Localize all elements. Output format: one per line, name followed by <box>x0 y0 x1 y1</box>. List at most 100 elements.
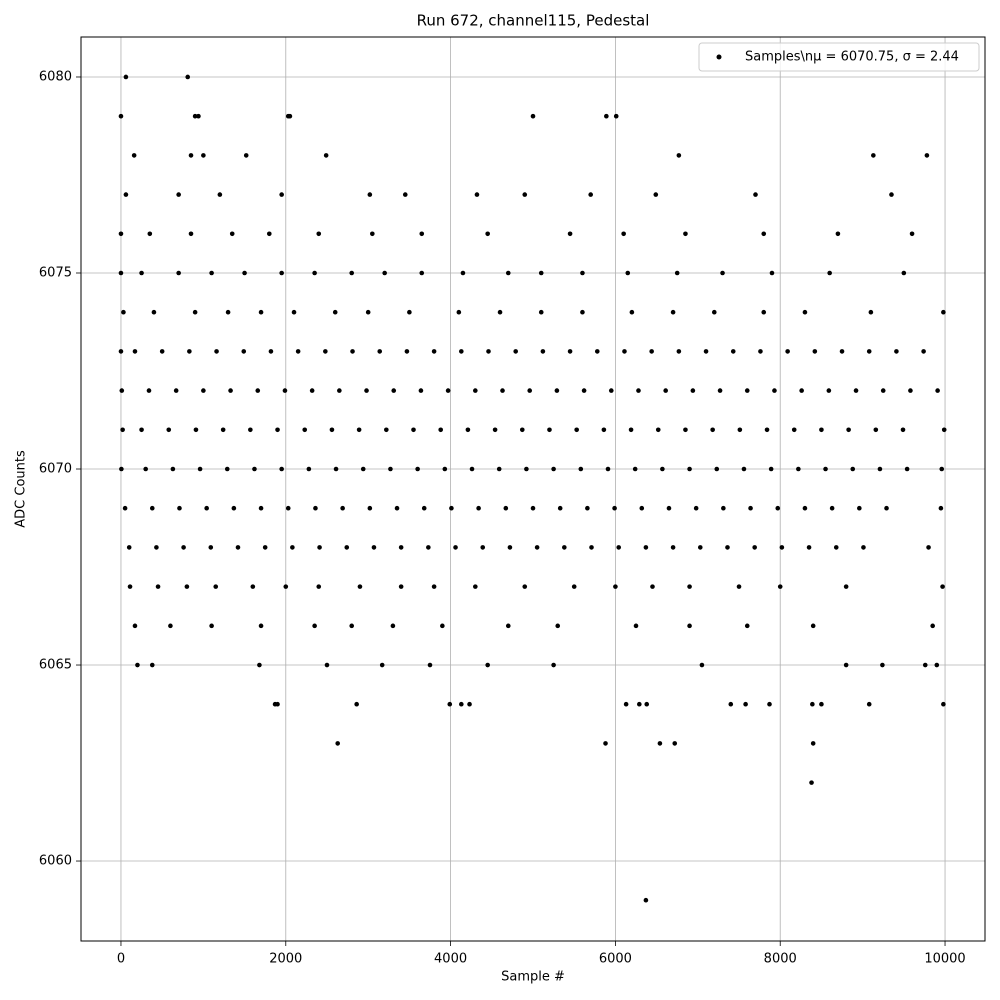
point <box>497 309 503 315</box>
point <box>176 192 181 197</box>
point <box>349 270 355 276</box>
point <box>188 153 194 158</box>
point <box>877 466 883 472</box>
point <box>730 349 736 354</box>
point <box>279 192 284 197</box>
point <box>146 388 152 393</box>
point <box>440 623 445 629</box>
point <box>275 427 280 433</box>
point <box>228 388 233 393</box>
point <box>810 623 816 629</box>
point <box>663 388 668 393</box>
point <box>628 427 634 433</box>
point <box>741 466 747 472</box>
point <box>388 466 393 472</box>
point <box>431 584 437 589</box>
point <box>139 427 144 433</box>
point <box>496 466 502 472</box>
point <box>132 623 138 629</box>
y-axis-label: ADC Counts <box>14 450 29 528</box>
point <box>480 545 486 550</box>
point <box>287 113 293 119</box>
point <box>809 780 814 785</box>
point <box>527 388 533 393</box>
point <box>752 545 757 550</box>
point <box>785 349 790 354</box>
point <box>608 388 614 393</box>
point <box>744 388 750 393</box>
point <box>170 466 176 472</box>
point <box>744 623 750 629</box>
point <box>350 349 355 354</box>
point <box>379 662 385 668</box>
point <box>465 427 471 433</box>
point <box>118 231 124 237</box>
point <box>603 741 608 746</box>
point <box>796 466 801 472</box>
point <box>131 153 137 158</box>
point <box>826 388 832 393</box>
point <box>316 584 322 589</box>
point <box>819 427 824 433</box>
point <box>737 427 743 433</box>
point <box>555 623 561 629</box>
point <box>880 388 886 393</box>
legend-label: Samples\nμ = 6070.75, σ = 2.44 <box>745 50 959 65</box>
point <box>250 584 256 589</box>
point <box>714 466 720 472</box>
point <box>213 584 219 589</box>
point <box>605 466 611 472</box>
point <box>324 662 330 668</box>
point <box>485 662 490 668</box>
point <box>431 349 437 354</box>
point <box>540 349 546 354</box>
point <box>248 427 253 433</box>
point <box>857 505 862 511</box>
point <box>939 466 945 472</box>
point <box>258 309 264 315</box>
point <box>235 545 241 550</box>
y-tick-label: 6080 <box>39 69 72 84</box>
point <box>154 545 159 550</box>
point <box>364 388 369 393</box>
point <box>653 192 659 197</box>
point <box>426 545 431 550</box>
point <box>354 701 359 707</box>
point <box>625 270 631 276</box>
point <box>123 192 129 197</box>
point <box>173 388 179 393</box>
point <box>666 505 672 511</box>
point <box>802 505 808 511</box>
point <box>118 349 124 354</box>
point <box>505 623 511 629</box>
point <box>538 309 544 315</box>
point <box>241 349 247 354</box>
point <box>252 466 257 472</box>
point <box>231 505 237 511</box>
point <box>220 427 226 433</box>
point <box>655 427 661 433</box>
point <box>360 466 366 472</box>
point <box>562 545 567 550</box>
point <box>623 701 629 707</box>
point <box>193 427 199 433</box>
point <box>557 505 563 511</box>
point <box>279 270 284 276</box>
point <box>687 623 692 629</box>
point <box>850 466 856 472</box>
point <box>769 270 775 276</box>
point <box>456 309 462 315</box>
point <box>309 388 315 393</box>
point <box>176 270 181 276</box>
point <box>122 505 128 511</box>
point <box>415 466 420 472</box>
point <box>676 349 682 354</box>
point <box>616 545 622 550</box>
point <box>337 388 342 393</box>
point <box>833 545 839 550</box>
point <box>643 897 649 903</box>
point <box>332 309 338 315</box>
point <box>438 427 444 433</box>
point <box>473 388 478 393</box>
